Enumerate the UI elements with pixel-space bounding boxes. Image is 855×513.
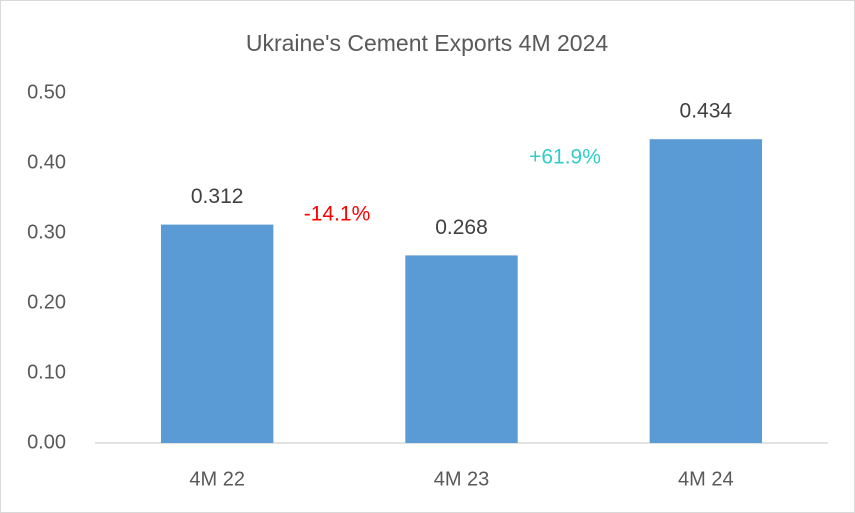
y-tick-label: 0.00: [27, 431, 66, 453]
bar: [160, 224, 274, 443]
bar: [405, 255, 518, 443]
value-label: 0.434: [680, 100, 733, 123]
x-tick-label: 4M 22: [189, 468, 245, 490]
x-tick-label: 4M 23: [434, 468, 490, 490]
y-tick-label: 0.40: [27, 151, 66, 173]
y-tick-label: 0.50: [27, 81, 66, 103]
bar: [649, 139, 763, 443]
x-tick-label: 4M 24: [678, 468, 734, 490]
annotation: -14.1%: [304, 203, 371, 226]
y-tick-label: 0.30: [27, 221, 66, 243]
value-label: 0.268: [435, 216, 488, 239]
annotation: +61.9%: [529, 146, 601, 169]
chart-title: Ukraine's Cement Exports 4M 2024: [246, 30, 609, 56]
value-label: 0.312: [191, 185, 244, 208]
y-tick-label: 0.10: [27, 361, 66, 383]
y-tick-label: 0.20: [27, 291, 66, 313]
